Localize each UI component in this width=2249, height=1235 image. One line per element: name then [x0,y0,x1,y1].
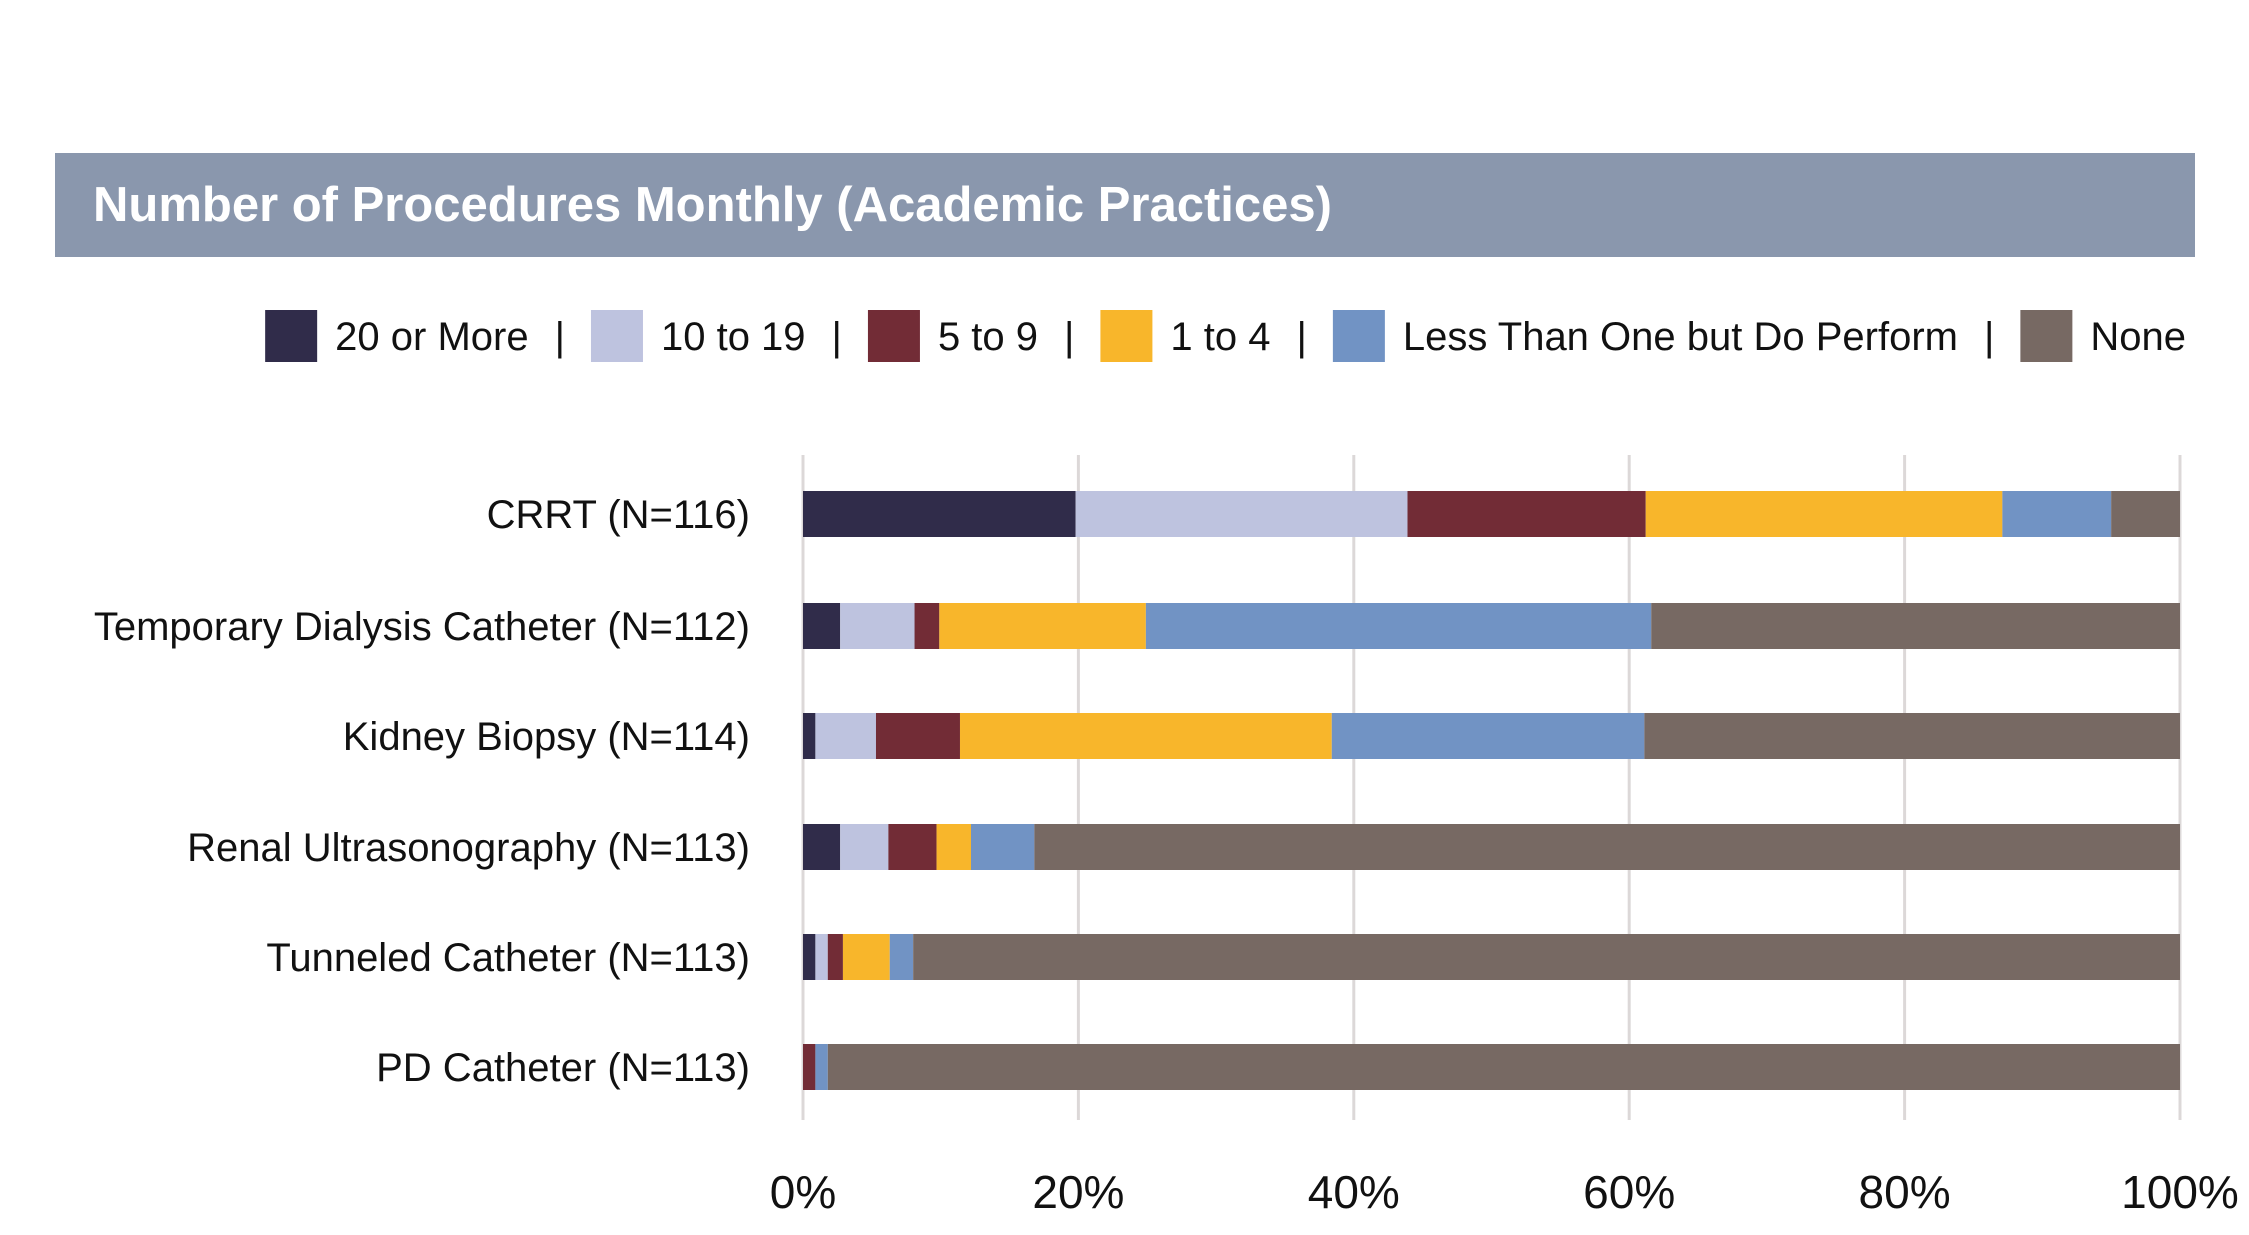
legend-separator: | [555,315,565,359]
chart-title: Number of Procedures Monthly (Academic P… [93,178,1332,232]
legend-swatch-4 [1332,310,1385,362]
legend-swatch-2 [867,310,920,362]
category-label: CRRT (N=116) [487,493,750,537]
legend: 20 or More | 10 to 19 | 5 to 9 | 1 to 4 | Less T… [265,310,2186,362]
bar-segment-0-2 [1407,491,1646,537]
bar-segment-3-0 [803,824,841,870]
x-tick-label: 40% [1308,1166,1400,1218]
bar-segment-4-5 [913,934,2181,980]
legend-separator: | [1064,315,1074,359]
bar-segment-2-3 [959,713,1332,759]
bar-segment-2-5 [1644,713,2180,759]
bar-segment-2-4 [1331,713,1645,759]
bar-segment-0-5 [2111,491,2180,537]
bar-segment-0-3 [1645,491,2003,537]
bar-segment-1-5 [1651,603,2180,649]
bar-segment-3-1 [840,824,889,870]
legend-label: None [2090,315,2186,359]
bar-segment-4-2 [827,934,843,980]
bar-segment-4-1 [815,934,828,980]
legend-separator: | [1296,315,1306,359]
category-label: Temporary Dialysis Catheter (N=112) [94,605,750,649]
x-tick-label: 20% [1032,1166,1124,1218]
bar-segment-2-1 [815,713,876,759]
legend-separator: | [832,315,842,359]
bar-segment-5-5 [827,1044,2180,1090]
bar-segment-5-4 [815,1044,828,1090]
bar-segment-1-3 [939,603,1146,649]
category-label: Renal Ultrasonography (N=113) [187,826,750,870]
bars [803,491,2181,1090]
bar-segment-2-2 [875,713,960,759]
bar-segment-3-2 [888,824,937,870]
bar-segment-0-0 [803,491,1076,537]
bar-segment-3-3 [936,824,971,870]
bar-segment-1-0 [803,603,841,649]
bar-segment-0-1 [1075,491,1408,537]
x-tick-label: 60% [1583,1166,1675,1218]
category-label: Kidney Biopsy (N=114) [343,715,750,759]
legend-swatch-0 [265,310,318,362]
x-tick-label: 100% [2121,1166,2239,1218]
bar-segment-3-5 [1034,824,2180,870]
bar-segment-1-4 [1145,603,1652,649]
legend-swatch-1 [590,310,643,362]
bar-segment-4-4 [889,934,914,980]
legend-label: 10 to 19 [661,315,806,359]
chart-title-banner: Number of Procedures Monthly (Academic P… [55,153,2195,257]
legend-swatch-3 [1100,310,1153,362]
bar-segment-5-2 [803,1044,816,1090]
legend-separator: | [1984,315,1994,359]
category-labels: CRRT (N=116) Temporary Dialysis Catheter … [94,493,750,1090]
legend-label: 20 or More [335,315,528,359]
bar-segment-3-4 [970,824,1035,870]
legend-label: 5 to 9 [938,315,1038,359]
bar-segment-4-0 [803,934,816,980]
bar-segment-2-0 [803,713,816,759]
x-tick-label: 0% [770,1166,836,1218]
x-tick-label: 80% [1859,1166,1951,1218]
category-label: Tunneled Catheter (N=113) [266,936,750,980]
legend-label: Less Than One but Do Perform [1403,315,1958,359]
grid-lines [801,455,2182,1120]
bar-segment-0-4 [2002,491,2112,537]
legend-swatch-5 [2020,310,2073,362]
x-axis-ticks: 0% 20% 40% 60% 80% 100% [770,1166,2239,1218]
legend-label: 1 to 4 [1170,315,1270,359]
category-label: PD Catheter (N=113) [376,1046,750,1090]
bar-segment-4-3 [842,934,890,980]
bar-segment-1-2 [914,603,940,649]
bar-segment-1-1 [840,603,915,649]
